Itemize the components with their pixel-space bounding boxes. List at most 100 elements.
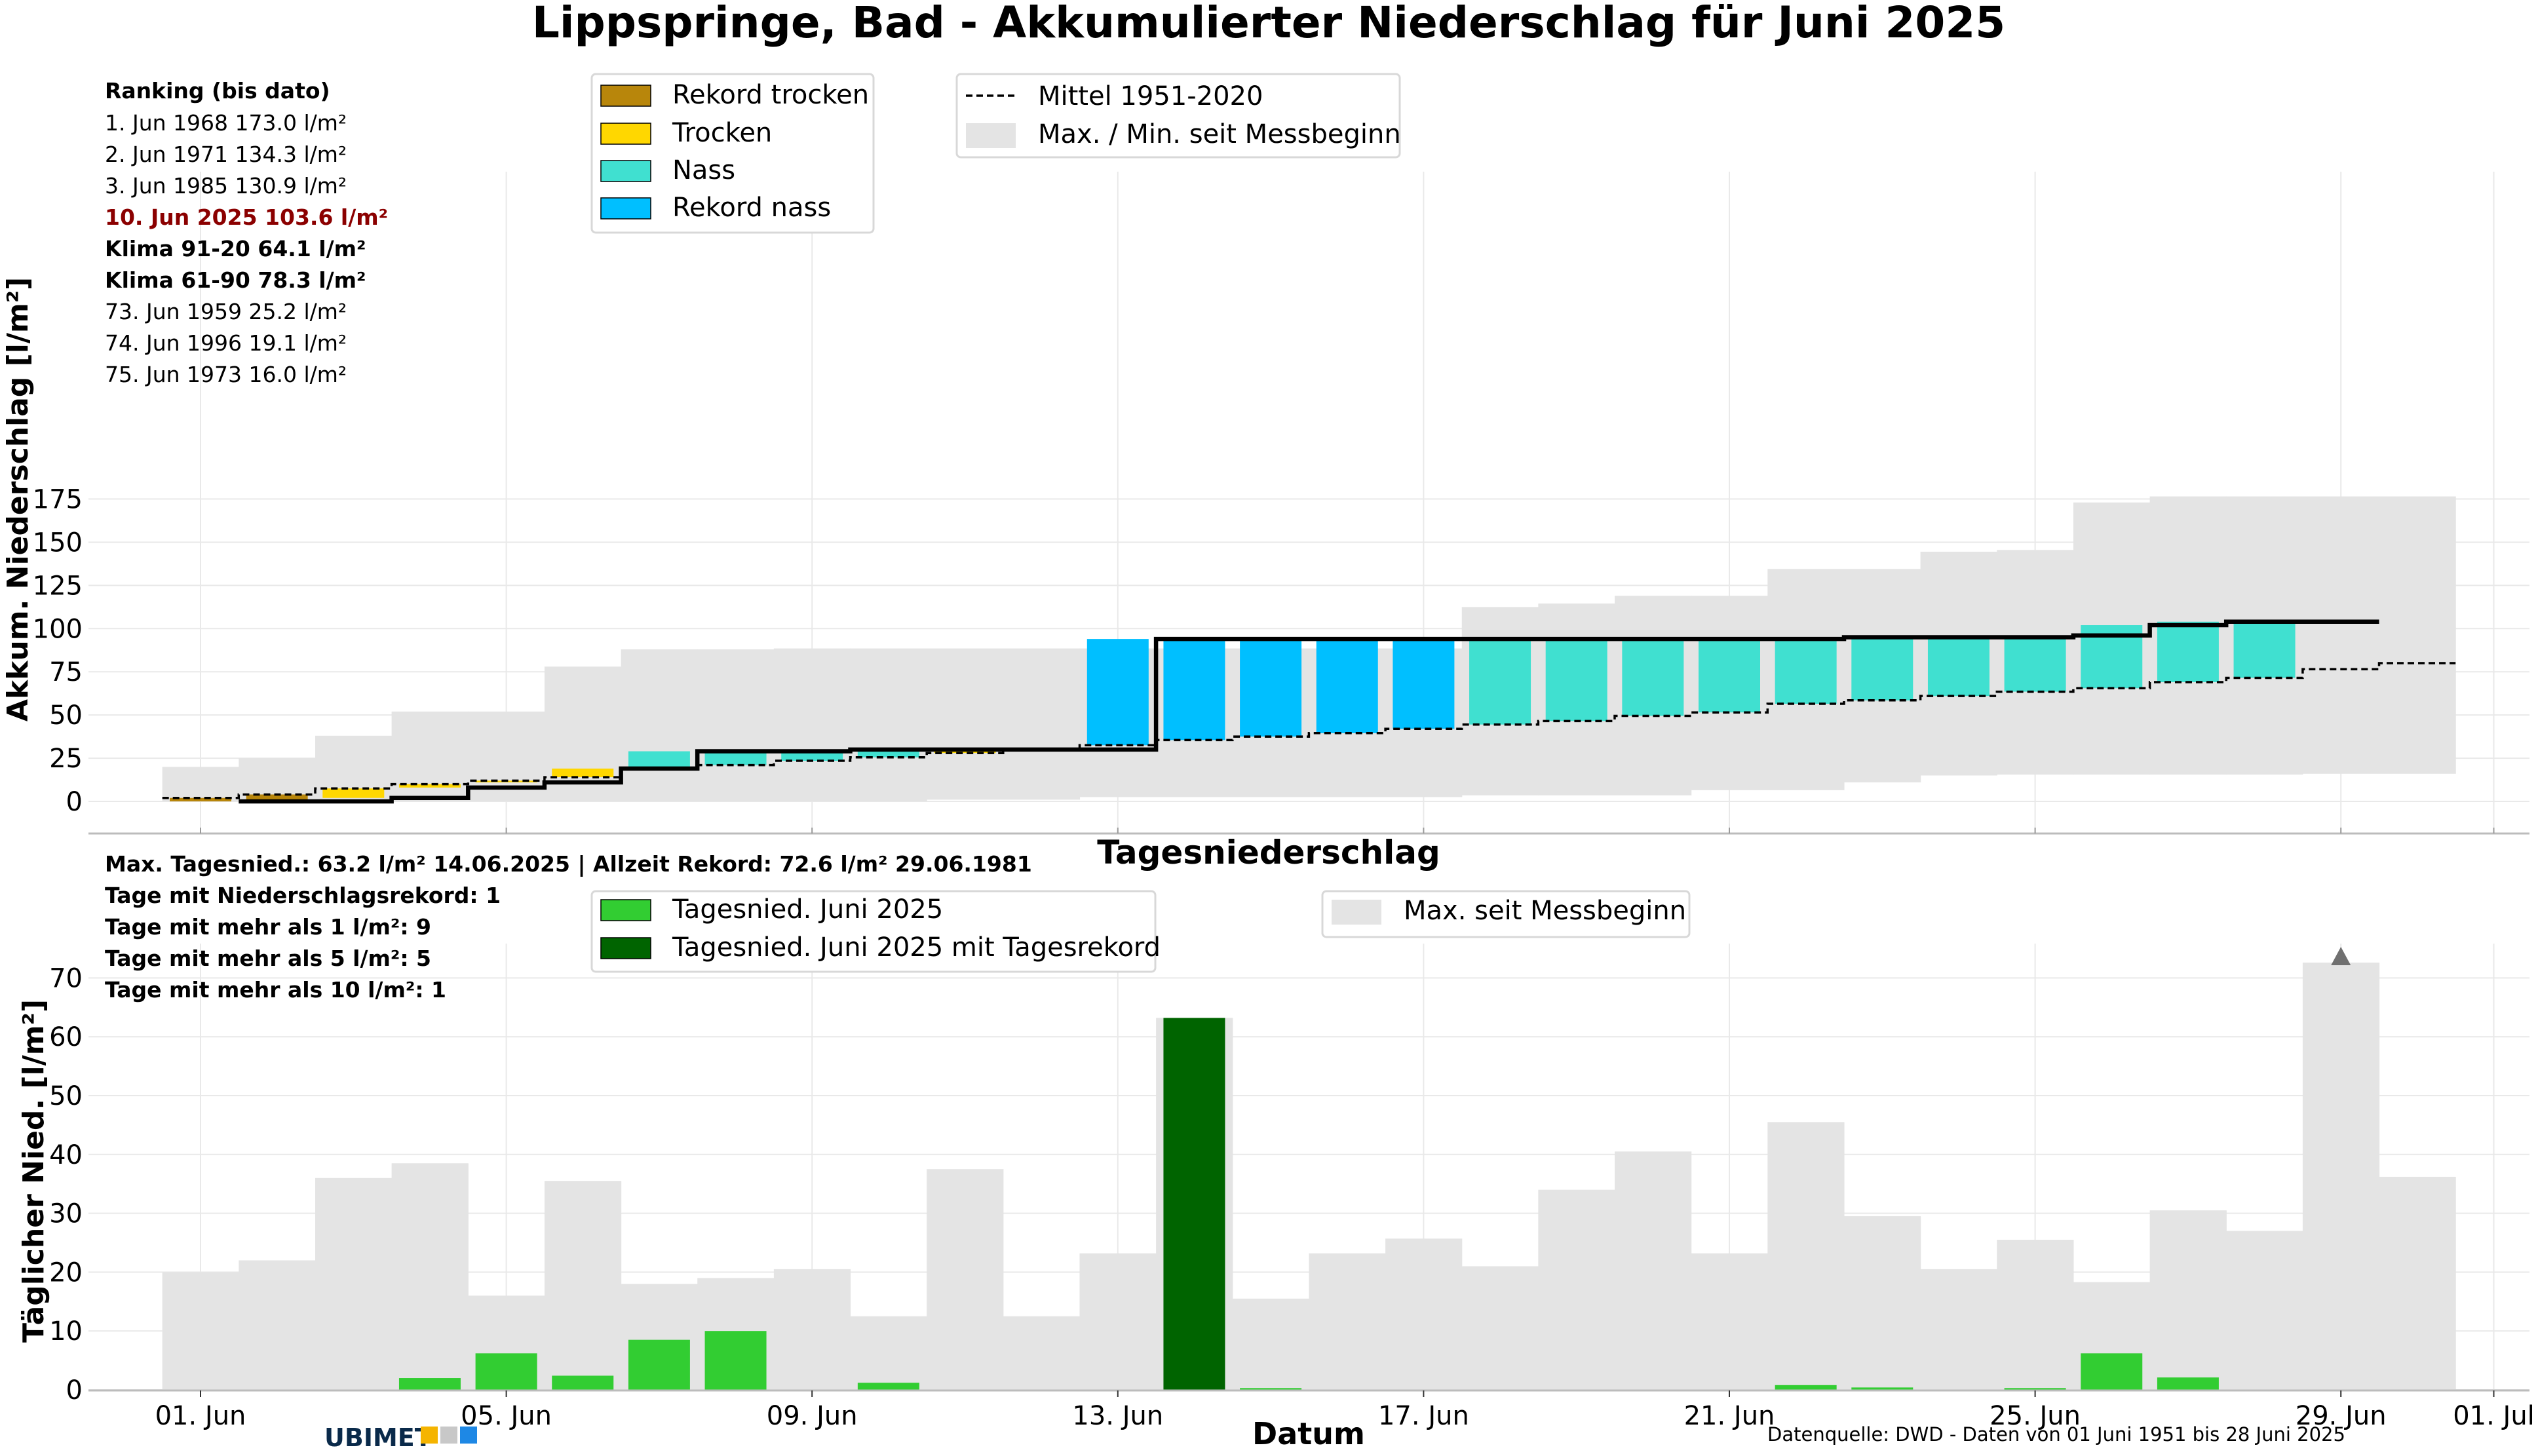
category-bar: [1240, 639, 1302, 737]
category-bar: [1393, 639, 1455, 729]
daily-max-bar: [2149, 1210, 2227, 1390]
x-tick-label: 01. Jul: [2453, 1401, 2535, 1431]
daily-max-legend: Max. seit Messbeginn: [1321, 890, 1691, 938]
category-bar: [704, 751, 767, 765]
max-min-band-segment: [1003, 648, 1081, 800]
accumulated-lines: [162, 619, 2456, 804]
category-bar: [1622, 639, 1684, 716]
lower-y-tick-label: 50: [49, 1081, 83, 1111]
upper-y-tick-label: 100: [33, 614, 83, 644]
x-tick-label: 25. Jun: [1990, 1401, 2081, 1431]
ranking-entry: 74. Jun 1996 19.1 l/m²: [105, 330, 347, 356]
legend-frame: [955, 73, 1401, 159]
daily-max-bar: [544, 1181, 622, 1390]
daily-max-bar: [2379, 1176, 2456, 1390]
cloud-icon: [440, 1427, 457, 1444]
chart-title: Lippspringe, Bad - Akkumulierter Nieders…: [532, 0, 2005, 48]
daily-max-bar: [1997, 1240, 2074, 1390]
x-tick-label: 01. Jun: [155, 1401, 246, 1431]
legend-label: Max. / Min. seit Messbeginn: [1038, 119, 1401, 149]
legend-label: Max. seit Messbeginn: [1404, 896, 1686, 926]
daily-precip-bar: [1163, 1018, 1225, 1390]
daily-max-bar: [2226, 1231, 2303, 1390]
x-tick-label: 13. Jun: [1072, 1401, 1163, 1431]
category-bar: [857, 749, 919, 757]
upper-axes: 0 25 50 75 100 125 150 175: [33, 485, 2529, 835]
legend-frame: [1321, 890, 1691, 938]
daily-stat: Tage mit mehr als 5 l/m²: 5: [105, 946, 431, 971]
upper-y-tick-label: 175: [33, 485, 83, 515]
category-bar: [1851, 637, 1913, 700]
daily-legend: Tagesnied. Juni 2025 Tagesnied. Juni 202…: [590, 890, 1161, 973]
legend-label: Trocken: [672, 118, 772, 148]
daily-precip-bar: [2157, 1377, 2219, 1390]
legend-label: Rekord nass: [672, 193, 831, 223]
legend-label: Tagesnied. Juni 2025 mit Tagesrekord: [672, 932, 1161, 963]
daily-stat: Tage mit Niederschlagsrekord: 1: [105, 883, 501, 908]
ranking-entry: Klima 91-20 64.1 l/m²: [105, 236, 366, 261]
daily-precip-bars: [398, 1018, 2219, 1390]
category-bar: [1927, 637, 1990, 697]
data-source: Datenquelle: DWD - Daten von 01 Juni 195…: [1767, 1423, 2345, 1446]
legend-frame: [590, 890, 1157, 973]
max-min-band-segment: [621, 649, 698, 801]
category-bar: [2157, 621, 2219, 683]
legend-swatch-daily-max: [1332, 900, 1381, 925]
daily-max-bar: [239, 1260, 316, 1390]
lower-title: Tagesniederschlag: [1097, 833, 1440, 872]
daily-precip-bar: [2004, 1388, 2066, 1390]
daily-max-bar: [1309, 1253, 1386, 1390]
legend-swatch-trocken: [600, 123, 651, 145]
upper-y-tick-label: 75: [49, 657, 83, 687]
upper-y-tick-label: 25: [49, 744, 83, 774]
legend-label: Rekord trocken: [672, 80, 869, 110]
climate-legend: Mittel 1951-2020 Max. / Min. seit Messbe…: [955, 73, 1401, 159]
category-bar: [1316, 639, 1378, 733]
category-bar: [170, 797, 231, 801]
daily-stat: Max. Tagesnied.: 63.2 l/m² 14.06.2025 | …: [105, 851, 1032, 877]
daily-max-bar: [1767, 1122, 1845, 1390]
daily-precip-bar: [2081, 1353, 2143, 1390]
category-bar: [1699, 639, 1760, 713]
ranking-entry: 3. Jun 1985 130.9 l/m²: [105, 173, 347, 199]
ranking-entry: 73. Jun 1959 25.2 l/m²: [105, 299, 347, 324]
daily-stat: Tage mit mehr als 10 l/m²: 1: [105, 977, 446, 1003]
daily-max-bar: [927, 1169, 1004, 1390]
daily-category-bars: [170, 621, 2296, 801]
daily-precip-bar: [857, 1383, 919, 1390]
daily-max-bar: [850, 1316, 927, 1390]
ranking-entry: 1. Jun 1968 173.0 l/m²: [105, 110, 347, 136]
upper-y-tick-label: 150: [33, 527, 83, 558]
legend-swatch-maxmin: [966, 123, 1016, 148]
daily-max-bar: [773, 1269, 851, 1390]
accumulated-line: [239, 619, 2379, 804]
upper-ylabel: Akkum. Niederschlag [l/m²]: [1, 277, 35, 721]
lower-y-tick-label: 70: [49, 963, 83, 993]
daily-precip-bar: [398, 1378, 461, 1390]
lower-y-tick-label: 10: [49, 1316, 83, 1347]
max-min-band-segment: [697, 649, 775, 801]
legend-frame: [590, 73, 875, 234]
x-tick-label: 21. Jun: [1684, 1401, 1775, 1431]
upper-y-tick-label: 50: [49, 700, 83, 731]
daily-max-bar: [1003, 1316, 1081, 1390]
ranking-title: Ranking (bis dato): [105, 78, 330, 104]
daily-precip-bar: [552, 1375, 614, 1390]
daily-precip-bar: [628, 1339, 690, 1390]
upper-y-tick-label: 125: [33, 571, 83, 601]
category-bar: [322, 788, 385, 798]
daily-max-bar: [1538, 1189, 1615, 1390]
max-min-band-segment: [391, 711, 469, 801]
lower-y-tick-label: 0: [66, 1375, 83, 1406]
x-tick-label: 05. Jun: [461, 1401, 552, 1431]
alltime-record-marker: [2331, 947, 2351, 966]
daily-max-bar: [2302, 963, 2380, 1390]
daily-precip-bar: [475, 1353, 537, 1390]
daily-max-bar: [1920, 1269, 1997, 1390]
lower-y-tick-label: 40: [49, 1140, 83, 1170]
daily-stats: Max. Tagesnied.: 63.2 l/m² 14.06.2025 | …: [105, 851, 1032, 1003]
legend-label: Nass: [672, 155, 735, 185]
drop-icon: [460, 1427, 477, 1444]
daily-precip-bar: [704, 1331, 767, 1390]
